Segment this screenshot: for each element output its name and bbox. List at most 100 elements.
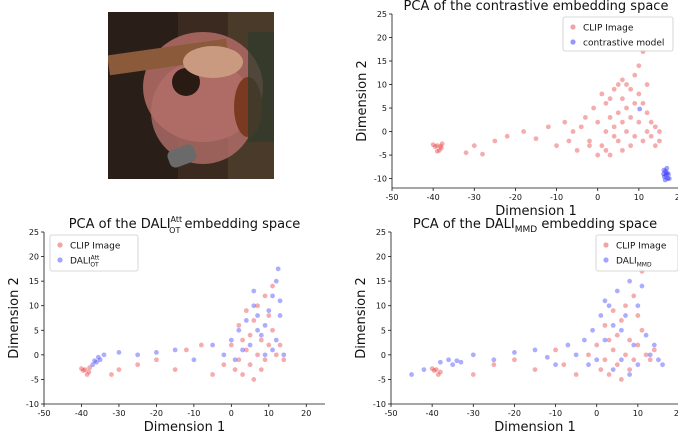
chart0-series0-point	[615, 110, 621, 116]
chart2-series1-point	[512, 350, 517, 355]
chart1-series0-point	[80, 368, 86, 373]
chart0-series0-point	[439, 141, 445, 147]
chart1-series0-point	[82, 367, 88, 372]
chart2-series1-point	[606, 303, 612, 309]
chart2-series1-point	[594, 357, 600, 363]
chart1-series0-point	[172, 367, 178, 372]
chart0-series0-point	[595, 119, 601, 125]
chart2-series1-point	[421, 367, 427, 372]
chart0-ylabel: Dimension 2	[355, 60, 370, 142]
chart2-series0-point	[647, 357, 653, 363]
chart2-series0-point	[651, 347, 657, 353]
chart2-series0-point	[623, 352, 628, 358]
chart1-ytick-label: 10	[29, 302, 39, 311]
chart0-xtick-label: -10	[550, 193, 563, 202]
chart1-series0-point	[228, 342, 234, 348]
chart2-series1-point	[437, 359, 443, 365]
chart2-series1-point	[491, 357, 497, 363]
chart2-ytick-label: 20	[376, 253, 386, 262]
chart2-series1-point	[565, 342, 571, 348]
chart2-series0-point	[437, 369, 443, 375]
chart2-series1-point	[532, 347, 538, 353]
chart2-series0-point	[619, 377, 624, 382]
chart2-series1-point	[631, 342, 637, 348]
chart2-xlabel: Dimension 1	[494, 420, 576, 431]
chart2-series0-point	[491, 362, 497, 368]
chart1-xtick-label: 10	[264, 409, 274, 418]
chart0-series0-point	[640, 138, 646, 144]
chart0-series0-point	[648, 133, 654, 139]
chart1-series1-point	[172, 347, 178, 353]
chart2-series0-point	[602, 357, 608, 363]
chart1-series1-point	[101, 352, 107, 358]
guitar-photo	[108, 12, 274, 179]
chart1-series1-point	[270, 293, 275, 299]
chart2-series1-point	[627, 372, 633, 377]
chart0-series0-point	[504, 133, 510, 139]
chart1-series0-point	[210, 372, 216, 377]
chart0-series0-point	[533, 136, 539, 142]
chart1-series1-point	[255, 313, 260, 318]
chart1-series0-point	[258, 337, 264, 343]
chart0-series0-point	[570, 129, 576, 134]
chart0-series0-point	[562, 119, 568, 125]
chart1-series1-point	[232, 357, 238, 363]
chart1-series1-point	[116, 350, 122, 355]
chart0-series0-point	[657, 138, 662, 144]
chart2-ytick-label: 0	[381, 351, 386, 360]
chart1-series0-point	[198, 342, 204, 348]
chart1-series1-point	[277, 313, 283, 318]
chart1-series1-point	[210, 342, 216, 348]
chart2-series1-point	[602, 298, 608, 304]
chart1-series1-point	[251, 288, 257, 294]
chart1-series1-point	[273, 337, 279, 343]
chart2-legend-marker-1	[603, 257, 609, 263]
chart1-xtick-label: 0	[229, 409, 234, 418]
chart0-xtick-label: -30	[468, 193, 481, 202]
chart0-series0-point	[644, 110, 650, 116]
chart0-series0-point	[611, 124, 617, 130]
chart1-series1-point	[154, 350, 159, 355]
chart0-xtick-label: -40	[427, 193, 440, 202]
chart2-series0-point	[631, 357, 637, 363]
chart1-series1-point	[251, 303, 257, 309]
chart2-series1-point	[553, 362, 558, 368]
chart0-series1-point	[664, 170, 670, 176]
chart1-xtick-label: -50	[37, 409, 50, 418]
chart0-ytick-label: 20	[377, 34, 387, 43]
chart1-series0-point	[135, 362, 141, 368]
chart0-series0-point	[438, 143, 443, 149]
chart1-series1-point	[191, 357, 197, 363]
chart0-series0-point	[628, 115, 634, 120]
chart0-series1-point	[663, 172, 669, 178]
chart2-series1-point	[590, 327, 595, 333]
chart0-series0-point	[521, 129, 527, 134]
chart2-series0-point	[623, 303, 628, 309]
chart1-series0-point	[243, 308, 249, 314]
chart1-legend-label-0: CLIP Image	[70, 242, 121, 252]
chart2-series1-point	[647, 352, 653, 358]
chart2-series0-point	[639, 327, 645, 333]
chart0-xtick-label: 10	[634, 193, 644, 202]
chart2-ytick-label: -10	[373, 400, 386, 409]
chart1-series1-point	[255, 327, 260, 333]
chart0-series0-point	[620, 119, 625, 125]
chart0-series0-point	[603, 147, 609, 153]
chart1-series0-point	[87, 365, 93, 371]
chart0-series1-point	[665, 176, 671, 181]
chart0-series0-point	[644, 129, 650, 134]
chart0-series0-point	[432, 144, 438, 150]
chart2-series1-point	[581, 337, 587, 343]
chart2-series1-point	[660, 362, 665, 368]
chart0-series0-point	[595, 152, 601, 158]
chart0-series0-point	[607, 152, 613, 158]
chart1-series1-point	[90, 362, 96, 368]
chart2-series0-point	[627, 337, 633, 343]
chart1-series0-point	[240, 337, 245, 343]
chart0-series0-point	[636, 91, 642, 97]
chart0-xtick-label: 20	[675, 193, 678, 202]
chart1-series1-point	[97, 357, 103, 363]
chart1-series0-point	[86, 369, 92, 375]
chart1-series1-point	[258, 332, 264, 338]
chart0-series0-point	[611, 133, 617, 139]
